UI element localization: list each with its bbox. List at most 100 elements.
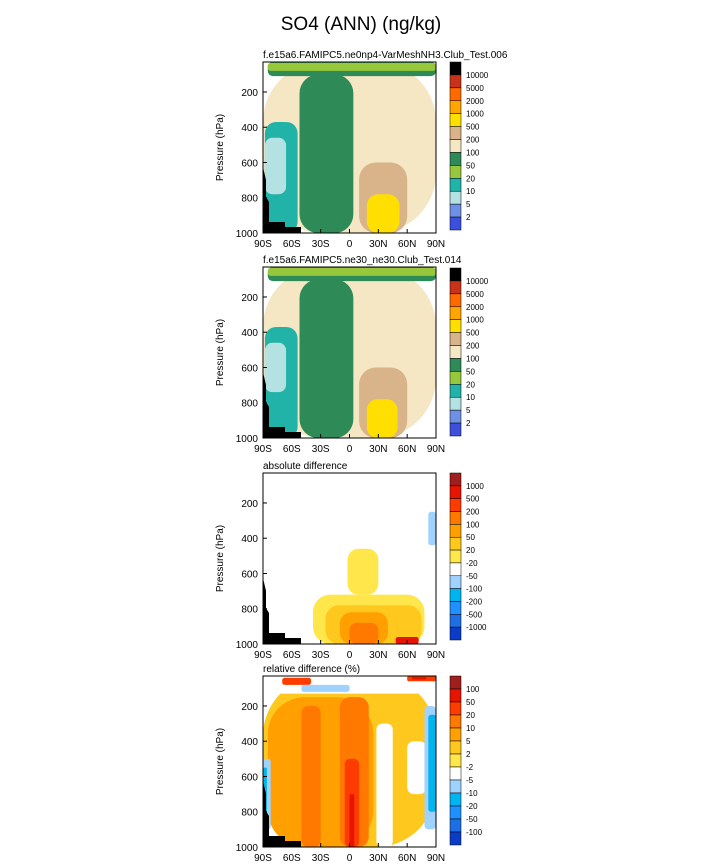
x-tick-label: 90S	[254, 853, 272, 864]
colorbar-label: -500	[466, 610, 483, 619]
contour-region-4	[264, 137, 287, 195]
colorbar-box	[449, 61, 462, 76]
colorbar-box	[449, 766, 462, 781]
y-tick-label: 200	[241, 293, 258, 304]
panel-1: f.e15a6.FAMIPC5.ne0np4-VarMeshNH3.Club_T…	[215, 50, 508, 250]
x-tick-label: 30S	[312, 239, 330, 250]
colorbar-box	[449, 113, 462, 127]
colorbar-label: 5000	[466, 290, 484, 299]
topography-mask	[263, 372, 301, 438]
x-tick-label: 0	[347, 650, 353, 661]
colorbar-box	[449, 126, 462, 140]
colorbar-label: 20	[466, 711, 475, 720]
colorbar-box	[449, 139, 462, 153]
colorbar-box	[449, 536, 462, 551]
colorbar-label: 20	[466, 546, 475, 555]
colorbar-label: 500	[466, 123, 480, 132]
contour-region-7	[428, 511, 436, 546]
colorbar-box	[449, 714, 462, 729]
colorbar-label: -50	[466, 572, 478, 581]
colorbar-box	[449, 165, 462, 179]
panel-4: relative difference (%) 90S 60S 30S 0 30N 60N 9…	[215, 664, 483, 864]
contour-region-6	[366, 194, 400, 233]
colorbar-box	[449, 626, 462, 641]
colorbar-label: 50	[466, 533, 475, 542]
colorbar-box	[449, 472, 462, 487]
y-tick-label: 600	[241, 569, 258, 580]
colorbar-box	[449, 701, 462, 716]
colorbar-box	[449, 178, 462, 192]
colorbar-label: 20	[466, 380, 475, 389]
colorbar-label: 50	[466, 367, 475, 376]
y-tick-label: 1000	[236, 434, 259, 445]
contour-region-10	[428, 714, 436, 812]
panel-2: f.e15a6.FAMIPC5.ne30_ne30.Club_Test.014 9…	[215, 255, 489, 455]
y-tick-label: 200	[241, 88, 258, 99]
colorbar-box	[449, 280, 462, 295]
contour-region-15	[411, 676, 427, 680]
x-tick-label: 90S	[254, 650, 272, 661]
colorbar-box	[449, 562, 462, 577]
y-tick-label: 200	[241, 499, 258, 510]
contour-region-5	[349, 622, 379, 644]
colorbar-box	[449, 267, 462, 282]
colorbar-label: 1000	[466, 482, 484, 491]
x-tick-label: 60N	[398, 650, 416, 661]
colorbar-box	[449, 753, 462, 768]
colorbar-label: 10	[466, 187, 475, 196]
colorbar-box	[449, 422, 462, 437]
colorbar-box	[449, 396, 462, 411]
x-tick-label: 60S	[283, 853, 301, 864]
colorbar-label: -200	[466, 597, 483, 606]
colorbar-box	[449, 727, 462, 742]
x-tick-label: 30N	[369, 853, 387, 864]
contour-region-8	[407, 741, 427, 795]
x-tick-label: 30N	[369, 239, 387, 250]
colorbar-label: 200	[466, 342, 480, 351]
y-axis-label: Pressure (hPa)	[215, 114, 226, 181]
colorbar: 1000 500 200 100 50 20 -20 -50 -100 -200 -500 -1000	[449, 472, 487, 641]
x-tick-label: 60N	[398, 239, 416, 250]
colorbar-label: 100	[466, 354, 480, 363]
colorbar-label: 2000	[466, 303, 484, 312]
colorbar-box	[449, 216, 462, 231]
x-tick-label: 60N	[398, 444, 416, 455]
colorbar-label: 10	[466, 724, 475, 733]
contour-region-8	[267, 62, 436, 71]
colorbar-box	[449, 792, 462, 807]
colorbar-box	[449, 524, 462, 538]
y-tick-label: 1000	[236, 843, 259, 854]
x-tick-label: 90N	[427, 853, 445, 864]
colorbar-label: 50	[466, 161, 475, 170]
y-axis-label: Pressure (hPa)	[215, 525, 226, 592]
x-tick-label: 90N	[427, 650, 445, 661]
x-tick-label: 60S	[283, 239, 301, 250]
colorbar-label: 100	[466, 148, 480, 157]
colorbar: 100 50 20 10 5 2 -2 -5 -10 -20 -50 -100	[449, 675, 483, 846]
colorbar-box	[449, 74, 462, 89]
panel-title: f.e15a6.FAMIPC5.ne30_ne30.Club_Test.014	[263, 255, 462, 266]
colorbar-label: 5	[466, 737, 471, 746]
x-tick-label: 30N	[369, 650, 387, 661]
colorbar-box	[449, 675, 462, 690]
colorbar-box	[449, 384, 462, 398]
x-tick-label: 30S	[312, 444, 330, 455]
colorbar-label: -100	[466, 828, 483, 837]
colorbar-box	[449, 511, 462, 525]
colorbar-box	[449, 779, 462, 794]
y-tick-label: 400	[241, 123, 258, 134]
colorbar-label: -2	[466, 763, 474, 772]
colorbar-label: 1000	[466, 110, 484, 119]
contour-region-3	[301, 705, 321, 847]
x-tick-label: 0	[347, 239, 353, 250]
colorbar-label: 10000	[466, 71, 489, 80]
colorbar-label: 2	[466, 419, 471, 428]
colorbar-box	[449, 358, 462, 372]
colorbar-label: -100	[466, 585, 483, 594]
contour-region-6	[349, 794, 355, 847]
x-tick-label: 60S	[283, 444, 301, 455]
colorbar-label: 100	[466, 520, 480, 529]
colorbar-box	[449, 152, 462, 166]
colorbar-box	[449, 87, 462, 102]
